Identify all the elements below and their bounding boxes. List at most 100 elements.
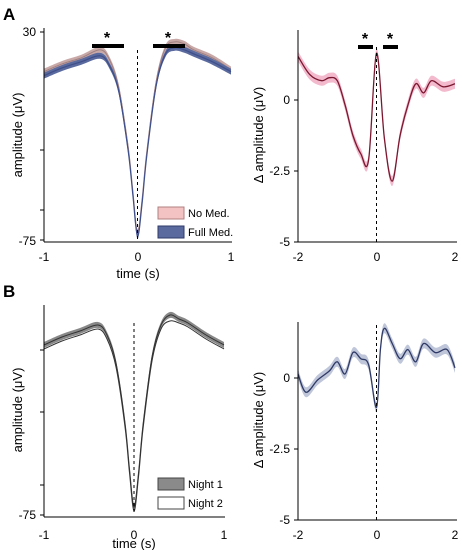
diff-a-point [309,74,311,76]
a-left-y-axis-label: amplitude (μV) [10,93,25,178]
diff-a-point [337,80,339,82]
diff-a-point [321,80,323,82]
night-1-point [169,314,171,316]
a-right-xtick-label: 2 [452,250,459,264]
diff-b-point [305,391,307,393]
diff-b-point [337,361,339,363]
night-2-point [129,472,131,474]
diff-b-point [376,407,378,409]
night-2-point [223,348,225,350]
diff-a-point [423,92,425,94]
a-right-y-axis-label: Δ amplitude (μV) [251,87,266,183]
diff-b-point [352,352,354,354]
night-1-point [79,330,81,332]
a-right-plot-area [297,47,456,242]
night-2-line [43,320,225,512]
diff-a-point [407,104,409,106]
legend-swatch-night-2 [157,496,185,510]
a-right-significance-star: * [387,31,394,48]
diff-a-point [384,138,386,140]
a-left-ytick-label: -75 [19,234,37,248]
full-med-point [109,65,111,67]
b-right-plot-area [297,323,456,520]
b-right-y-axis-label: Δ amplitude (μV) [251,372,266,468]
diff-b-point [380,349,382,351]
full-med-point [155,85,157,87]
a-left-x-axis-label: time (s) [116,266,159,281]
b-right-ytick-label: 0 [283,371,290,385]
b-left-xtick-label: 0 [131,528,138,542]
legend-swatch-full-med [157,225,185,239]
b-right-xtick-label: 0 [374,528,381,542]
no-med-point [174,41,176,43]
no-med-point [109,59,111,61]
no-med-point [193,49,195,51]
night-2-point [205,338,207,340]
panel-b-left: -75 -1 0 1 time (s) amplitude (μV) Night… [10,305,228,550]
panel-a-right: 0 -2.5 -5 -2 0 2 Δ amplitude (μV) * * [251,30,459,264]
diff-b-point [368,364,370,366]
full-med-point [141,202,143,204]
diff-a-point [391,180,393,182]
b-left-x-axis-label: time (s) [112,536,155,550]
night-1-point [178,318,180,320]
b-right-xtick-label: -2 [293,528,304,542]
no-med-point [99,49,101,51]
night-1-point [106,334,108,336]
diff-b-point [329,370,331,372]
a-left-xtick-label: -1 [39,250,50,264]
a-right-significance-star: * [362,31,369,48]
panel-b-right: 0 -2.5 -5 -2 0 2 Δ amplitude (μV) [251,322,459,542]
legend-swatch-no-med [157,206,185,220]
no-med-point [212,57,214,59]
a-right-xtick-label: -2 [293,250,304,264]
diff-a-point [415,83,417,85]
diff-b-point [391,343,393,345]
a-left-significance-star: * [165,30,172,47]
legend-label-night-2: Night 2 [188,498,223,510]
full-med-point [193,53,195,55]
b-left-y-axis-label: amplitude (μV) [10,368,25,453]
legend-label-full-med: Full Med. [188,227,233,239]
full-med-point [127,150,129,152]
legend-label-night-1: Night 1 [188,479,223,491]
legend-label-no-med: No Med. [188,208,230,220]
full-med-point [118,91,120,93]
night-2-point [115,366,117,368]
full-med-point [81,61,83,63]
night-2-point [142,428,144,430]
diff-a-point [329,77,331,79]
diff-a-point [454,83,456,85]
a-right-ytick-label: -2.5 [269,164,290,178]
diff-a-point [442,86,444,88]
b-right-ytick-label: -5 [279,513,290,527]
diff-a-point [399,135,401,137]
night-2-point [160,328,162,330]
panel-letter-a: A [3,5,15,24]
night-1-point [97,324,99,326]
diff-b-point [344,373,346,375]
a-right-ytick-label: -5 [279,235,290,249]
full-med-point [62,67,64,69]
full-med-point [184,49,186,51]
diff-a-band [298,48,455,187]
full-med-point [165,53,167,55]
full-med-point [132,194,134,196]
full-med-point [99,55,101,57]
night-2-point [138,476,140,478]
diff-b-point [423,343,425,345]
panel-letter-b: B [3,282,15,301]
b-left-xtick-label: 1 [221,528,228,542]
night-2-point [151,360,153,362]
night-2-point [79,334,81,336]
night-1-point [205,334,207,336]
diff-a-point [344,104,346,106]
night-1-point [223,344,225,346]
panel-a-left: 30 -75 -1 0 1 time (s) amplitude (μV) * … [10,25,235,281]
b-right-ytick-label: -2.5 [269,442,290,456]
a-left-ytick-label: 30 [23,25,37,39]
diff-b-point [435,352,437,354]
full-med-point [212,61,214,63]
diff-b-point [415,361,417,363]
